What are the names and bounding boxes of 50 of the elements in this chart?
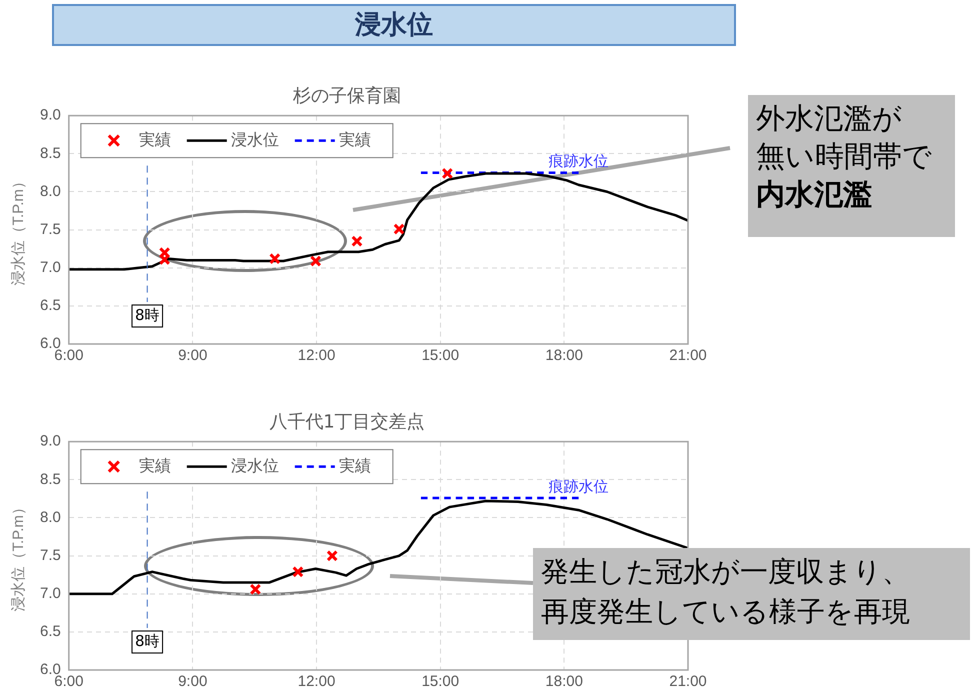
ref-line-label: 8時	[135, 632, 160, 650]
legend-label: 実績	[338, 130, 371, 149]
point	[442, 168, 454, 180]
y-tick-label: 7.0	[40, 585, 61, 602]
x-tick-label: 15:00	[422, 673, 460, 690]
y-tick-label: 6.5	[40, 297, 61, 314]
legend-label: 実績	[138, 130, 171, 149]
x-tick-label: 21:00	[669, 673, 707, 690]
chart-title: 八千代1丁目交差点	[269, 411, 425, 432]
y-tick-label: 9.0	[40, 106, 61, 124]
point	[250, 584, 262, 596]
y-axis-title: 浸水位（T.P.m）	[10, 174, 28, 286]
x-tick-label: 9:00	[178, 673, 208, 690]
text: 外水氾濫が	[756, 100, 903, 137]
y-tick-label: 7.5	[40, 220, 61, 238]
point	[351, 235, 363, 247]
y-tick-label: 8.0	[40, 182, 61, 200]
annotation: 痕跡水位	[548, 477, 609, 496]
ref-line-label: 8時	[135, 306, 160, 324]
x-tick-label: 18:00	[545, 347, 583, 364]
legend-label: 実績	[338, 456, 371, 475]
annotation: 発生した冠水が一度収まり、	[541, 554, 911, 590]
x-tick-label: 18:00	[545, 673, 583, 690]
point	[269, 252, 281, 264]
point	[393, 223, 405, 235]
legend-label: 浸水位	[230, 130, 279, 149]
x-tick-label: 21:00	[669, 347, 707, 364]
chart-title: 杉の子保育園	[292, 85, 401, 106]
x-tick-label: 15:00	[422, 347, 460, 364]
y-tick-label: 9.0	[40, 432, 61, 450]
point	[292, 566, 304, 578]
point	[326, 550, 338, 562]
point	[310, 255, 322, 267]
x-tick-label: 12:00	[298, 347, 336, 364]
annotation: 再度発生している様子を再現	[541, 594, 911, 630]
y-axis-title: 浸水位（T.P.m）	[10, 500, 28, 612]
y-tick-label: 7.0	[40, 259, 61, 276]
text: 浸水位	[52, 4, 736, 46]
annotation: 痕跡水位	[548, 152, 609, 170]
text: 内水氾濫	[756, 176, 873, 213]
legend-label: 浸水位	[230, 456, 279, 475]
y-tick-label: 6.5	[40, 623, 61, 640]
text: 無い時間帯で	[756, 138, 933, 175]
y-tick-label: 8.5	[40, 470, 61, 488]
legend-label: 実績	[138, 456, 171, 475]
x-tick-label: 12:00	[298, 673, 336, 690]
y-tick-label: 7.5	[40, 546, 61, 564]
x-tick-label: 9:00	[178, 347, 208, 364]
y-tick-label: 8.0	[40, 508, 61, 526]
y-tick-label: 8.5	[40, 144, 61, 162]
